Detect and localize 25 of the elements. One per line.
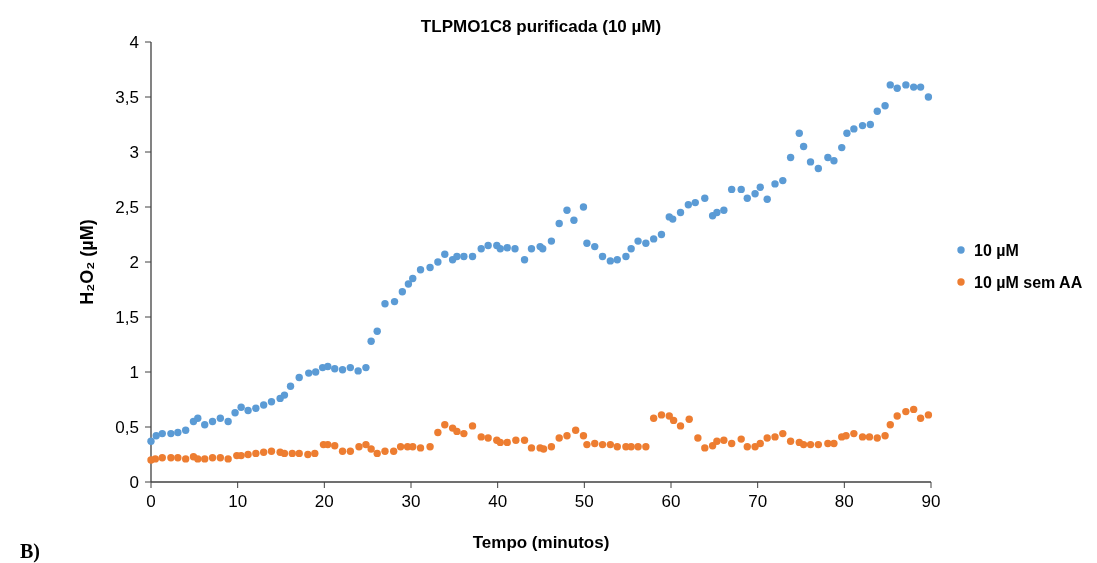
y-tick-label: 3 <box>129 142 139 162</box>
x-tick-label: 50 <box>574 492 594 511</box>
x-tick-label: 0 <box>146 492 156 511</box>
y-tick-label: 1 <box>129 362 139 382</box>
y-tick-label: 1,5 <box>115 307 139 327</box>
y-tick-label: 2,5 <box>115 197 139 217</box>
y-tick-label: 0,5 <box>115 417 139 437</box>
x-tick-label: 90 <box>921 492 941 511</box>
y-tick-label: 3,5 <box>115 87 139 107</box>
y-tick-label: 4 <box>129 32 139 52</box>
x-tick-label: 60 <box>661 492 681 511</box>
y-axis-title: H₂O₂ (µM) <box>77 219 97 305</box>
x-tick-label: 70 <box>748 492 768 511</box>
legend-label: 10 µM sem AA <box>974 273 1083 291</box>
x-tick-label: 30 <box>401 492 421 511</box>
text: B) <box>20 540 40 563</box>
x-axis-title: Tempo (minutos) <box>472 533 610 552</box>
x-tick-label: 20 <box>314 492 334 511</box>
y-tick-label: 0 <box>129 472 139 492</box>
y-tick-label: 2 <box>129 252 139 272</box>
x-tick-label: 80 <box>834 492 854 511</box>
chart-title: TLPMO1C8 purificada (10 µM) <box>420 17 662 36</box>
x-tick-label: 40 <box>488 492 508 511</box>
x-tick-label: 10 <box>228 492 248 511</box>
legend-label: 10 µM <box>974 241 1019 259</box>
